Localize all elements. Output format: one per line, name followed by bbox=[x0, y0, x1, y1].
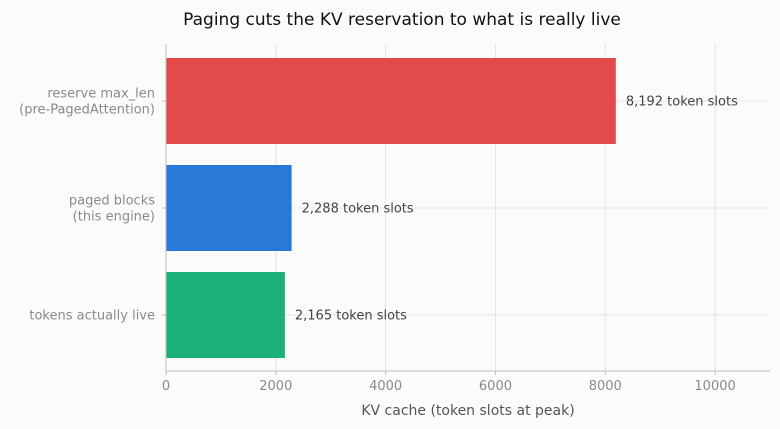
x-tick-label: 4000 bbox=[369, 379, 402, 394]
axes bbox=[162, 44, 770, 375]
data-label: 8,192 token slots bbox=[626, 95, 738, 110]
x-tick-label: 2000 bbox=[259, 379, 292, 394]
category-label: paged blocks bbox=[69, 194, 155, 209]
category-label: (pre-PagedAttention) bbox=[19, 103, 155, 118]
data-label: 2,288 token slots bbox=[302, 202, 414, 217]
x-axis-label: KV cache (token slots at peak) bbox=[361, 403, 574, 419]
bar bbox=[166, 272, 285, 358]
bar bbox=[166, 165, 292, 251]
category-label: reserve max_len bbox=[47, 87, 155, 102]
bar bbox=[166, 58, 616, 144]
x-tick-label: 10000 bbox=[694, 379, 735, 394]
x-tick-label: 6000 bbox=[479, 379, 512, 394]
category-label: (this engine) bbox=[73, 210, 155, 225]
x-tick-label: 8000 bbox=[589, 379, 622, 394]
data-label: 2,165 token slots bbox=[295, 309, 407, 324]
category-label: tokens actually live bbox=[29, 309, 155, 324]
x-tick-label: 0 bbox=[162, 379, 170, 394]
chart-title: Paging cuts the KV reservation to what i… bbox=[183, 10, 621, 30]
labels: 8,192 token slots 2,288 token slots 2,165 … bbox=[19, 87, 738, 395]
bars bbox=[166, 58, 616, 358]
